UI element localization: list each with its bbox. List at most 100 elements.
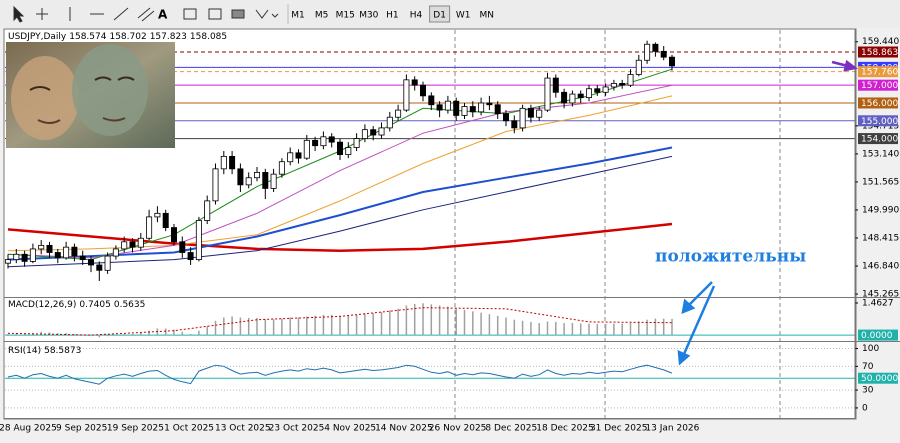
timeframe-bar: M1 M5 M15 M30 H1 H4 D1 W1 MN [291, 5, 495, 23]
candle-body [38, 244, 45, 250]
candle-body [411, 79, 418, 86]
candle-body [96, 264, 103, 271]
level-label: 157.000 [861, 81, 898, 91]
shape-tool[interactable] [231, 9, 245, 19]
candle-body [378, 127, 385, 136]
crosshair-tool[interactable] [36, 8, 48, 20]
candle-body [303, 139, 310, 159]
selected-frame [429, 5, 451, 23]
timeframe-button[interactable]: M30 [359, 11, 378, 21]
level-label: 50.0000 [861, 374, 898, 384]
y-tick-label: 100 [862, 344, 879, 354]
candle-body [577, 93, 584, 99]
candle-body [635, 59, 642, 75]
candle-body [444, 100, 451, 111]
candle-body [361, 129, 368, 139]
candle-body [295, 152, 302, 159]
y-tick-label: 148.415 [862, 233, 899, 243]
candle-body [428, 95, 435, 106]
label-tool[interactable] [183, 8, 197, 20]
header-part: 158.702 [109, 32, 146, 42]
channel-tool[interactable] [137, 7, 155, 22]
candle-body [502, 113, 509, 122]
header-part: 58.5873 [44, 346, 81, 356]
candle-body [669, 56, 676, 67]
candle-body [403, 79, 410, 111]
candle-body [270, 173, 277, 189]
timeframe-button[interactable]: D1 [433, 11, 446, 21]
timeframe-button[interactable]: W1 [456, 11, 471, 21]
timeframe-button[interactable]: MN [480, 11, 495, 21]
moving-average [7, 155, 673, 268]
y-tick-label: 70 [862, 362, 874, 372]
header-part: 157.823 [150, 32, 187, 42]
candle-body [419, 84, 426, 97]
more-tools[interactable] [255, 9, 279, 19]
level-label-box [858, 46, 898, 58]
candle-body [386, 116, 393, 129]
y-tick-label: 0 [862, 403, 868, 413]
candle-body [253, 171, 260, 179]
level-label-box [858, 79, 898, 91]
candle-body [486, 102, 493, 106]
level-label: 156.000 [861, 99, 898, 109]
candle-body [469, 106, 476, 113]
x-tick-label: 8 Dec 2025 [485, 424, 537, 434]
candle-body [13, 253, 20, 261]
timeframe-button[interactable]: H4 [410, 11, 423, 21]
candle-body [453, 100, 460, 116]
x-tick-label: 31 Dec 2025 [590, 424, 648, 434]
candle-body [54, 252, 61, 259]
x-tick-label: 13 Oct 2025 [215, 424, 271, 434]
candle-body [195, 220, 202, 261]
candle-body [46, 244, 53, 253]
candle-body [112, 248, 119, 257]
candle-body [569, 93, 576, 104]
timeframe-button[interactable]: M5 [315, 11, 329, 21]
candle-body [312, 139, 319, 147]
candle-body [527, 107, 534, 118]
candle-body [320, 136, 327, 147]
candle-body [519, 107, 526, 129]
candle-body [644, 43, 651, 61]
header-part: USDJPY,Daily [8, 32, 67, 42]
x-tick-label: 4 Nov 2025 [324, 424, 376, 434]
x-tick-label: 28 Aug 2025 [0, 424, 57, 434]
level-label: 158.863 [861, 48, 898, 58]
rect-tool[interactable] [208, 8, 222, 20]
trendline-tool[interactable] [113, 7, 129, 21]
header-part: 0.5635 [114, 300, 146, 310]
indicator-header: RSI(14) 58.5873 [8, 346, 81, 356]
timeframe-button[interactable]: H1 [386, 11, 399, 21]
level-label-box [858, 133, 898, 145]
timeframe-button[interactable]: M1 [291, 11, 305, 21]
candle-body [627, 74, 634, 86]
candle-body [104, 255, 111, 271]
plots: 159.440 154.715 153.140 151.565 149.990 148.4… [0, 29, 900, 434]
x-tick-label: 1 Oct 2025 [164, 424, 214, 434]
cursor-tool[interactable] [13, 5, 25, 23]
price-arrow [831, 59, 858, 72]
text-tool[interactable]: A [158, 8, 168, 22]
level-label-box [858, 115, 898, 127]
candle-body [353, 138, 360, 148]
candle-body [370, 129, 377, 136]
level-label-box [858, 329, 898, 341]
y-tick-label: 30 [862, 386, 874, 396]
candle-body [602, 86, 609, 93]
y-tick-label: 151.565 [862, 177, 899, 187]
x-tick-label: 14 Nov 2025 [375, 424, 433, 434]
candle-body [287, 152, 294, 163]
candle-body [660, 50, 667, 58]
portrait-image [6, 42, 175, 148]
timeframe-button[interactable]: M15 [336, 11, 355, 21]
candle-body [278, 161, 285, 175]
signal-line [7, 307, 673, 336]
y-tick-label: 149.990 [862, 205, 899, 215]
candle-body [395, 109, 402, 118]
candle-body [561, 91, 568, 104]
moving-average [7, 222, 673, 252]
candle-body [71, 246, 78, 257]
candle-body [79, 255, 86, 261]
